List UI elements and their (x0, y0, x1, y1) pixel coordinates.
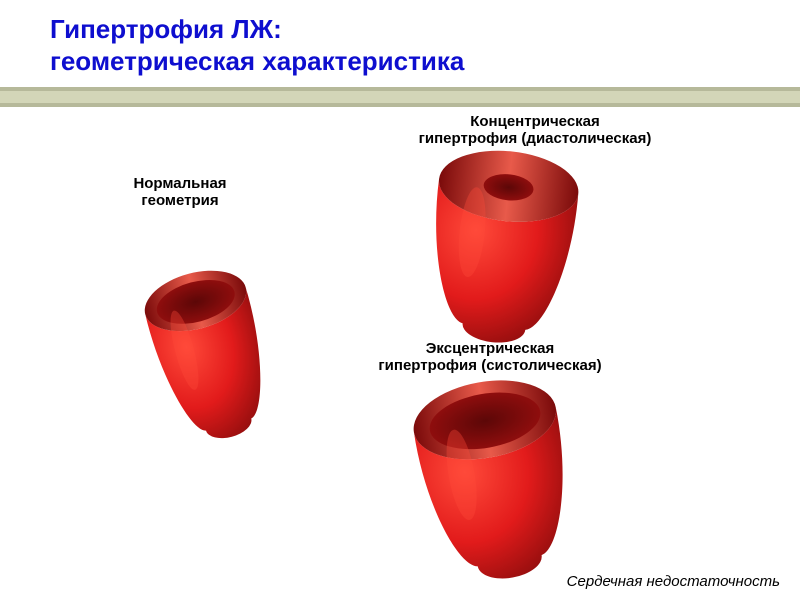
page-title: Гипертрофия ЛЖ: геометрическая характери… (50, 14, 464, 77)
footer-note: Сердечная недостаточность (567, 573, 780, 590)
caption-concentric: Концентрическая гипертрофия (диастоличес… (370, 113, 700, 148)
ventricle-eccentric-icon (400, 375, 590, 580)
ventricle-concentric-icon (410, 145, 595, 345)
caption-normal: Нормальная геометрия (90, 175, 270, 210)
title-line-1: Гипертрофия ЛЖ: (50, 14, 282, 44)
caption-concentric-l1: Концентрическая (470, 113, 600, 130)
title-line-2: геометрическая характеристика (50, 46, 464, 76)
accent-band-inner (0, 91, 800, 103)
caption-eccentric-l2: гипертрофия (систолическая) (378, 357, 601, 374)
caption-eccentric: Эксцентрическая гипертрофия (систолическ… (340, 340, 640, 375)
caption-normal-l2: геометрия (141, 192, 218, 209)
caption-normal-l1: Нормальная (133, 175, 226, 192)
ventricle-normal-icon (135, 265, 285, 445)
